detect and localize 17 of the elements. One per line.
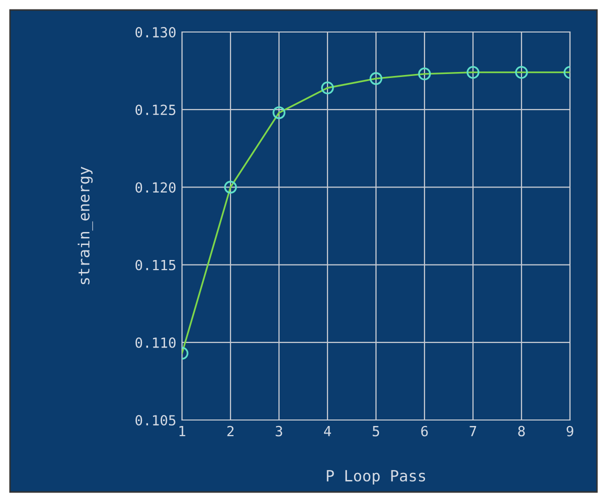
x-tick-label: 4 [324, 426, 332, 436]
x-tick-label: 9 [566, 426, 574, 436]
x-tick-label: 8 [518, 426, 525, 436]
x-tick-label: 3 [276, 426, 282, 436]
y-tick-label: 0.125 [136, 104, 176, 116]
y-tick-label: 0.105 [136, 415, 176, 426]
y-tick-label: 0.120 [136, 182, 176, 193]
x-tick-label: 1 [179, 426, 186, 436]
y-tick-label: 0.130 [136, 27, 176, 38]
y-tick-label: 0.115 [136, 260, 176, 270]
x-tick-label: 2 [227, 426, 234, 436]
x-tick-label: 6 [421, 426, 428, 436]
x-axis-title: P Loop Pass [326, 470, 426, 484]
x-tick-label: 7 [470, 426, 476, 436]
x-tick-label: 5 [372, 426, 380, 436]
y-axis-title: strain_energy [78, 166, 93, 284]
y-tick-label: 0.110 [136, 337, 176, 348]
